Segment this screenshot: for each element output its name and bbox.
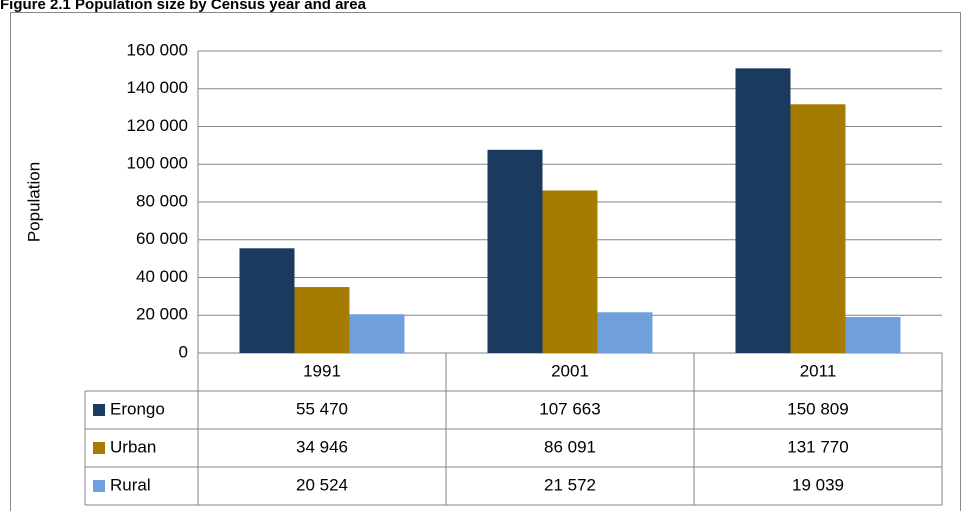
x-tick-label: 2011: [800, 361, 837, 380]
data-label: 19 039: [792, 475, 844, 494]
data-label: 131 770: [787, 437, 848, 456]
bar: [239, 248, 295, 353]
data-label: 86 091: [544, 437, 596, 456]
legend-label: Urban: [110, 437, 156, 456]
legend-swatch: [93, 480, 105, 492]
bar: [542, 190, 598, 353]
legend-swatch: [93, 442, 105, 454]
data-label: 21 572: [544, 475, 596, 494]
legend-swatch: [93, 404, 105, 416]
x-tick-label: 1991: [303, 361, 341, 380]
y-tick-label: 100 000: [127, 154, 188, 173]
bar: [597, 312, 653, 353]
y-tick-label: 60 000: [136, 229, 188, 248]
data-label: 55 470: [296, 399, 348, 418]
bar: [349, 314, 405, 353]
bar: [790, 104, 846, 354]
chart-title: Figure 2.1 Population size by Census yea…: [0, 0, 367, 13]
data-label: 150 809: [787, 399, 848, 418]
y-tick-label: 140 000: [127, 78, 188, 97]
bar: [294, 287, 350, 353]
y-tick-label: 80 000: [136, 191, 188, 210]
legend-label: Rural: [110, 475, 151, 494]
legend-label: Erongo: [110, 399, 165, 418]
y-tick-label: 160 000: [127, 40, 188, 59]
bar: [845, 317, 901, 353]
y-tick-label: 120 000: [127, 116, 188, 135]
data-label: 107 663: [539, 399, 600, 418]
data-label: 20 524: [296, 475, 348, 494]
bar: [735, 68, 791, 353]
y-axis-label: Population: [24, 162, 43, 242]
y-tick-label: 20 000: [136, 305, 188, 324]
chart-frame: [10, 12, 961, 511]
y-tick-label: 0: [179, 342, 188, 361]
data-label: 34 946: [296, 437, 348, 456]
x-tick-label: 2001: [551, 361, 589, 380]
y-tick-label: 40 000: [136, 267, 188, 286]
bar: [487, 149, 543, 353]
